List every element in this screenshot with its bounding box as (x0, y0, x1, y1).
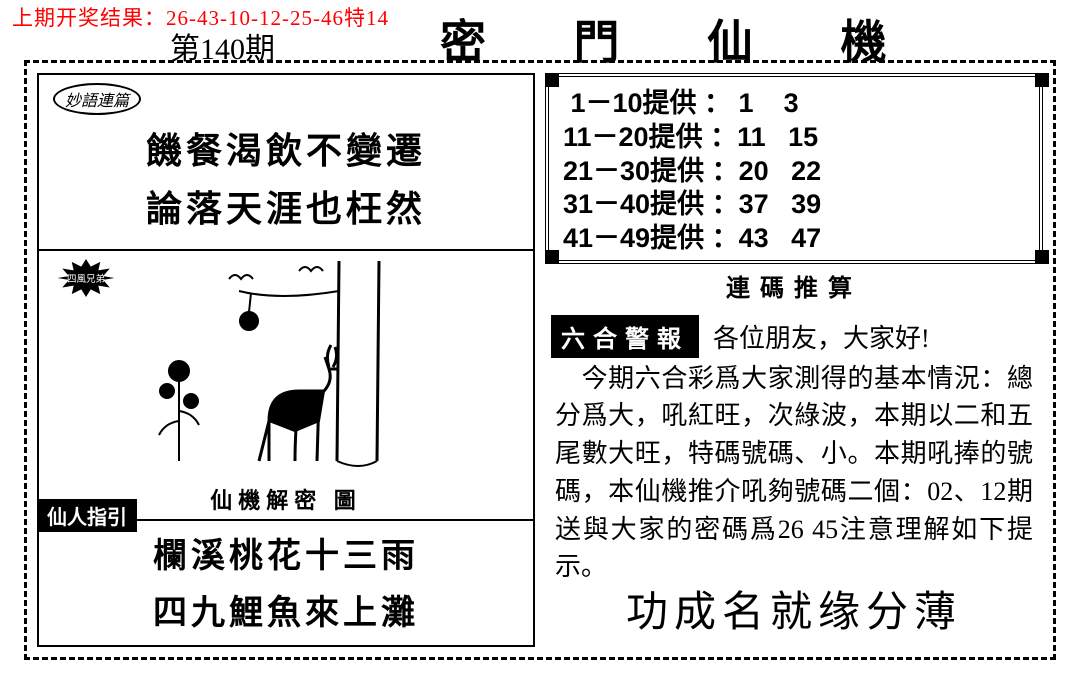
guide-tag: 仙人指引 (37, 499, 137, 532)
alert-section: 六合警報 各位朋友，大家好! 今期六合彩爲大家測得的基本情況：總分爲大，吼紅旺，… (545, 311, 1043, 592)
starburst-icon: 四風兄弟 (47, 259, 125, 297)
right-column: 1－10提供 ： 1 311－20提供 ：11 1521－30提供 ：20 22… (545, 73, 1043, 647)
guide-line-1: 欄溪桃花十三雨 (53, 527, 519, 584)
number-row: 41－49提供 ：43 47 (563, 222, 1025, 256)
starburst-text: 四風兄弟 (67, 273, 105, 285)
number-table: 1－10提供 ： 1 311－20提供 ：11 1521－30提供 ：20 22… (545, 73, 1043, 264)
number-row: 1－10提供 ： 1 3 (563, 87, 1025, 121)
deer-tree-illustration (119, 261, 459, 475)
left-column: 妙語連篇 饑餐渴飲不變遷 論落天涯也枉然 四風兄弟 (37, 73, 535, 647)
guide-box: 仙人指引 欄溪桃花十三雨 四九鯉魚來上灘 (39, 521, 533, 647)
poem-box: 妙語連篇 饑餐渴飲不變遷 論落天涯也枉然 (39, 75, 533, 249)
guide-line-2: 四九鯉魚來上灘 (53, 584, 519, 641)
poem-line-2: 論落天涯也枉然 (53, 181, 519, 239)
number-row: 21－30提供 ：20 22 (563, 155, 1025, 189)
alert-body: 今期六合彩爲大家測得的基本情況：總分爲大，吼紅旺，次綠波，本期以二和五尾數大旺，… (551, 358, 1037, 588)
number-row: 11－20提供 ：11 15 (563, 121, 1025, 155)
alert-tag: 六合警報 (551, 315, 699, 358)
stamp-border: 妙語連篇 饑餐渴飲不變遷 論落天涯也枉然 四風兄弟 (24, 60, 1056, 660)
oval-label: 妙語連篇 (53, 83, 141, 115)
number-caption: 連碼推算 (545, 268, 1043, 303)
bottom-phrase: 功成名就缘分薄 (545, 578, 1043, 639)
illustration-box: 四風兄弟 (39, 249, 533, 521)
poem-line-1: 饑餐渴飲不變遷 (53, 123, 519, 181)
alert-greeting: 各位朋友，大家好! (709, 322, 934, 355)
number-row: 31－40提供 ：37 39 (563, 188, 1025, 222)
